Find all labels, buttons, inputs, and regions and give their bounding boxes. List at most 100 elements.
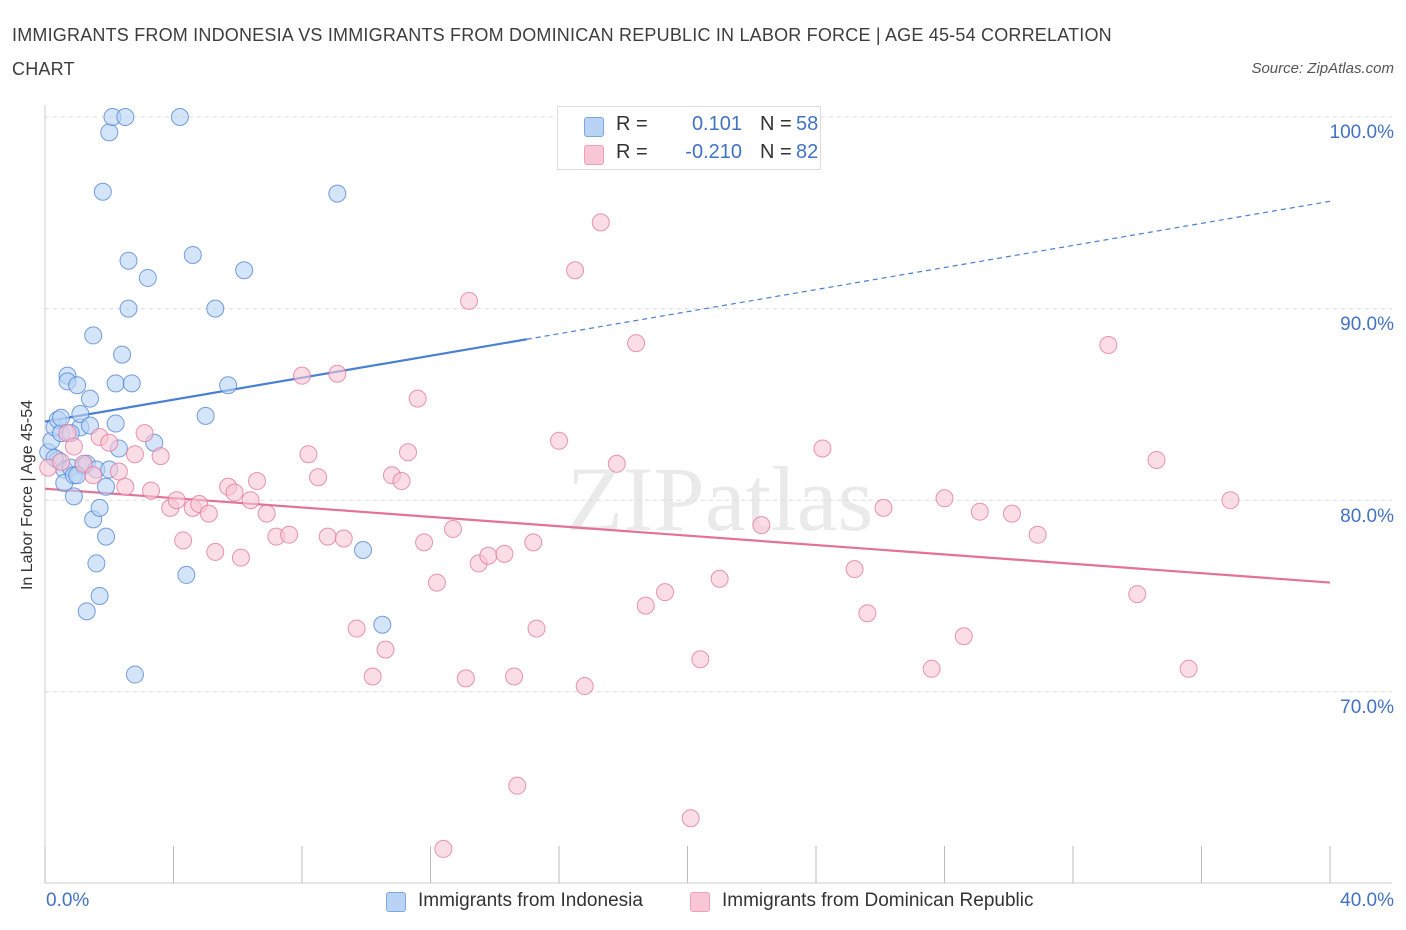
data-point bbox=[566, 261, 585, 280]
legend-swatch-indonesia bbox=[386, 892, 406, 912]
data-point bbox=[318, 527, 337, 546]
trend-line-1 bbox=[44, 487, 1331, 584]
legend: Immigrants from Indonesia Immigrants fro… bbox=[0, 888, 1406, 918]
data-point bbox=[100, 433, 119, 452]
r-value: 0.101 bbox=[691, 113, 742, 135]
data-point bbox=[177, 565, 196, 584]
r-label: R = bbox=[616, 141, 648, 163]
data-point bbox=[550, 431, 568, 450]
data-point bbox=[575, 677, 594, 696]
y-tick-label-90: 90.0% bbox=[1340, 314, 1394, 335]
data-point bbox=[113, 345, 132, 364]
data-point bbox=[248, 472, 267, 491]
data-point bbox=[681, 809, 700, 828]
data-point bbox=[373, 615, 392, 634]
data-point bbox=[100, 123, 119, 142]
data-point bbox=[167, 491, 186, 510]
data-point bbox=[334, 529, 353, 548]
data-point bbox=[1028, 525, 1047, 544]
data-point bbox=[970, 502, 989, 521]
data-point bbox=[219, 376, 238, 395]
data-point bbox=[443, 519, 462, 538]
data-point bbox=[116, 477, 135, 496]
data-point bbox=[257, 504, 276, 523]
data-point bbox=[392, 472, 411, 491]
stats-swatch-dominican bbox=[584, 145, 604, 165]
data-point bbox=[116, 108, 135, 126]
stats-swatch-indonesia bbox=[584, 117, 604, 137]
data-point bbox=[90, 587, 109, 605]
legend-label-dominican: Immigrants from Dominican Republic bbox=[722, 890, 1034, 911]
data-point bbox=[87, 554, 106, 573]
data-point bbox=[97, 477, 116, 496]
data-point bbox=[354, 541, 373, 560]
data-point bbox=[408, 389, 427, 408]
data-point bbox=[231, 548, 250, 567]
series-group-1 bbox=[39, 213, 1240, 858]
data-point bbox=[363, 667, 382, 686]
data-point bbox=[196, 406, 215, 425]
data-point bbox=[858, 604, 877, 623]
data-point bbox=[109, 462, 128, 481]
data-point bbox=[74, 454, 93, 473]
data-point bbox=[241, 491, 260, 510]
series-points bbox=[39, 108, 1240, 858]
data-point bbox=[1099, 336, 1118, 355]
data-point bbox=[845, 560, 864, 579]
data-point bbox=[874, 498, 893, 517]
data-point bbox=[299, 445, 318, 464]
n-value: 82 bbox=[796, 141, 819, 163]
data-point bbox=[64, 487, 83, 506]
source-note: Source: ZipAtlas.com bbox=[1251, 60, 1394, 77]
data-point bbox=[235, 261, 254, 280]
data-point bbox=[1221, 491, 1240, 510]
data-point bbox=[460, 291, 479, 310]
data-point bbox=[142, 481, 161, 500]
n-label: N = bbox=[760, 141, 792, 163]
data-point bbox=[591, 213, 610, 232]
data-point bbox=[1179, 659, 1198, 678]
data-point bbox=[71, 404, 90, 423]
data-point bbox=[119, 251, 138, 270]
data-point bbox=[527, 619, 546, 638]
data-point bbox=[922, 659, 941, 678]
legend-label-indonesia: Immigrants from Indonesia bbox=[418, 890, 643, 911]
trend-line-extension-0 bbox=[526, 200, 1331, 340]
data-point bbox=[84, 466, 103, 485]
axis-lines bbox=[44, 105, 1392, 884]
chart-title: IMMIGRANTS FROM INDONESIA VS IMMIGRANTS … bbox=[12, 25, 1112, 79]
y-tick-label-80: 80.0% bbox=[1340, 506, 1394, 527]
x-tick-label-min: 0.0% bbox=[46, 890, 90, 911]
data-point bbox=[151, 447, 170, 466]
data-point bbox=[135, 424, 154, 443]
data-point bbox=[656, 583, 675, 602]
n-label: N = bbox=[760, 113, 792, 135]
data-point bbox=[752, 516, 771, 535]
data-point bbox=[427, 573, 446, 592]
data-point bbox=[328, 184, 347, 203]
data-point bbox=[293, 366, 311, 385]
data-point bbox=[710, 569, 729, 588]
data-point bbox=[280, 525, 299, 544]
data-point bbox=[225, 483, 244, 502]
data-point bbox=[80, 416, 99, 435]
data-point bbox=[93, 182, 112, 201]
data-point bbox=[505, 667, 524, 686]
data-point bbox=[691, 650, 710, 669]
data-point bbox=[347, 619, 366, 638]
data-point bbox=[125, 665, 144, 684]
trend-line-0 bbox=[44, 338, 528, 423]
data-point bbox=[106, 374, 125, 393]
data-point bbox=[813, 439, 832, 458]
data-point bbox=[508, 776, 527, 795]
data-point bbox=[1147, 450, 1166, 469]
data-point bbox=[524, 533, 543, 552]
data-point bbox=[122, 374, 141, 393]
x-tick-label-max: 40.0% bbox=[1340, 890, 1394, 911]
data-point bbox=[434, 839, 453, 858]
data-point bbox=[97, 527, 116, 546]
data-point bbox=[206, 542, 225, 561]
data-point bbox=[106, 414, 125, 433]
data-point bbox=[119, 299, 138, 318]
